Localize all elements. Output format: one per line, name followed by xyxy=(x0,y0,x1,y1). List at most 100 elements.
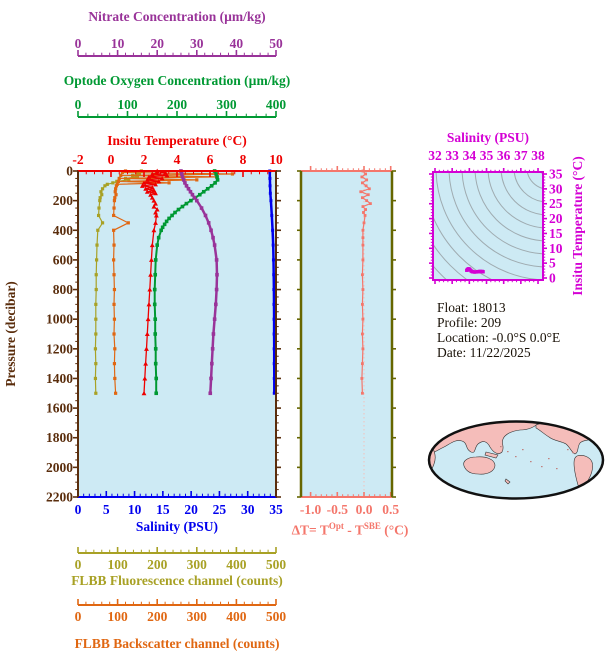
svg-text:1800: 1800 xyxy=(46,430,73,445)
salinity-axis-title: Salinity (PSU) xyxy=(135,519,219,534)
svg-text:5: 5 xyxy=(103,502,110,517)
tick-labels: 0 10 20 30 40 500 100 200 300 400-2 0 2 4 6 8 100 5 10 15 2… xyxy=(46,36,563,624)
svg-text:2000: 2000 xyxy=(46,460,73,475)
profile-oxygen xyxy=(152,169,220,396)
svg-text:38: 38 xyxy=(531,148,545,163)
delta-title-suffix: (°C) xyxy=(380,522,409,538)
svg-text:400: 400 xyxy=(266,97,287,112)
profile-temperature xyxy=(139,168,170,396)
fluorescence-axis-title: FLBB Fluorescence channel (counts) xyxy=(71,573,283,588)
svg-text:2200: 2200 xyxy=(46,490,73,505)
svg-text:15: 15 xyxy=(156,502,170,517)
svg-text:20: 20 xyxy=(549,211,563,226)
svg-text:1400: 1400 xyxy=(46,371,73,386)
svg-text:40: 40 xyxy=(230,36,244,51)
backscatter-axis-title: FLBB Backscatter channel (counts) xyxy=(74,636,280,651)
svg-text:300: 300 xyxy=(187,557,208,572)
svg-text:36: 36 xyxy=(497,148,511,163)
svg-text:1600: 1600 xyxy=(46,401,73,416)
svg-text:0: 0 xyxy=(108,152,115,167)
svg-text:30: 30 xyxy=(241,502,255,517)
location-line: Location: -0.0°S 0.0°E xyxy=(437,330,561,345)
svg-text:500: 500 xyxy=(266,609,287,624)
svg-text:10: 10 xyxy=(549,241,563,256)
oxygen-axis-title: Optode Oxygen Concentration (µm/kg) xyxy=(63,73,291,88)
svg-text:35: 35 xyxy=(269,502,283,517)
svg-text:0: 0 xyxy=(75,97,82,112)
svg-text:32: 32 xyxy=(428,148,442,163)
svg-text:0.0: 0.0 xyxy=(356,502,373,517)
delta-title-sup-opt: Opt xyxy=(328,521,344,531)
profile-nitrate xyxy=(179,169,219,396)
pressure-axis-label: Pressure (decibar) xyxy=(3,281,18,387)
svg-text:400: 400 xyxy=(226,609,247,624)
svg-text:0: 0 xyxy=(75,557,82,572)
delta-t-axis-title: ΔT= TOpt - TSBE (°C) xyxy=(270,519,430,538)
delta-title-prefix: ΔT= T xyxy=(291,522,329,538)
svg-text:0: 0 xyxy=(66,164,73,179)
svg-text:0: 0 xyxy=(75,36,82,51)
svg-text:100: 100 xyxy=(117,97,138,112)
svg-text:800: 800 xyxy=(53,282,74,297)
svg-text:30: 30 xyxy=(190,36,204,51)
profile-number-line: Profile: 209 xyxy=(437,315,502,330)
svg-text:8: 8 xyxy=(240,152,247,167)
ts-plot-title: Salinity (PSU) xyxy=(446,130,530,145)
svg-text:33: 33 xyxy=(445,148,459,163)
svg-text:1200: 1200 xyxy=(46,341,73,356)
svg-text:34: 34 xyxy=(463,148,477,163)
svg-text:200: 200 xyxy=(53,193,74,208)
svg-text:37: 37 xyxy=(514,148,528,163)
svg-text:0: 0 xyxy=(549,271,556,286)
svg-text:6: 6 xyxy=(207,152,214,167)
svg-text:15: 15 xyxy=(549,226,563,241)
profile-salinity xyxy=(268,169,276,395)
float-id-line: Float: 18013 xyxy=(437,300,506,315)
nitrate-axis-title: Nitrate Concentration (µm/kg) xyxy=(88,9,266,24)
svg-text:300: 300 xyxy=(216,97,237,112)
svg-text:400: 400 xyxy=(226,557,247,572)
svg-text:0: 0 xyxy=(75,609,82,624)
svg-text:0.5: 0.5 xyxy=(382,502,399,517)
ts-profile xyxy=(465,267,485,274)
svg-text:100: 100 xyxy=(107,609,128,624)
svg-text:100: 100 xyxy=(107,557,128,572)
svg-text:10: 10 xyxy=(128,502,142,517)
svg-text:20: 20 xyxy=(184,502,198,517)
date-line: Date: 11/22/2025 xyxy=(437,345,531,360)
delta-title-mid: - T xyxy=(343,522,364,538)
svg-text:-2: -2 xyxy=(72,152,83,167)
axes xyxy=(73,50,547,606)
svg-text:0: 0 xyxy=(75,502,82,517)
svg-text:5: 5 xyxy=(549,256,556,271)
temperature-axis-title: Insitu Temperature (°C) xyxy=(107,133,247,148)
svg-text:10: 10 xyxy=(111,36,125,51)
svg-text:200: 200 xyxy=(147,609,168,624)
svg-text:1000: 1000 xyxy=(46,312,73,327)
svg-text:-0.5: -0.5 xyxy=(327,502,349,517)
main-profiles xyxy=(93,168,276,396)
svg-text:300: 300 xyxy=(187,609,208,624)
delta-title-sup-sbe: SBE xyxy=(363,521,381,531)
svg-text:500: 500 xyxy=(266,557,287,572)
svg-text:25: 25 xyxy=(213,502,227,517)
svg-text:35: 35 xyxy=(549,167,563,182)
ts-temperature-axis-label: Insitu Temperature (°C) xyxy=(570,156,585,295)
svg-text:50: 50 xyxy=(269,36,283,51)
world-map xyxy=(427,420,605,500)
svg-text:25: 25 xyxy=(549,196,563,211)
svg-text:400: 400 xyxy=(53,223,74,238)
svg-text:600: 600 xyxy=(53,252,74,267)
svg-text:-1.0: -1.0 xyxy=(300,502,322,517)
svg-text:2: 2 xyxy=(141,152,148,167)
svg-text:10: 10 xyxy=(269,152,283,167)
svg-text:200: 200 xyxy=(167,97,188,112)
plot-backgrounds xyxy=(78,171,543,497)
float-info-block: Float: 18013 Profile: 209 Location: -0.0… xyxy=(437,300,560,360)
svg-text:35: 35 xyxy=(480,148,494,163)
svg-text:30: 30 xyxy=(549,181,563,196)
svg-text:4: 4 xyxy=(174,152,181,167)
svg-text:200: 200 xyxy=(147,557,168,572)
